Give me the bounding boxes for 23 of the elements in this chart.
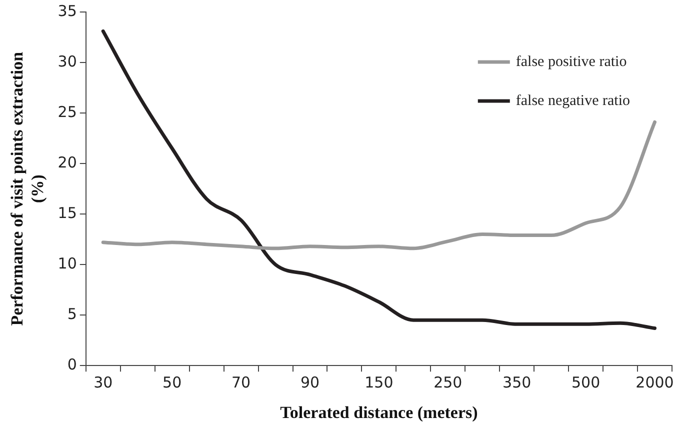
legend-label: false negative ratio	[516, 92, 630, 109]
y-tick-label: 0	[67, 355, 77, 374]
line-series	[101, 29, 657, 330]
x-tick-label: 50	[162, 373, 182, 392]
y-tick-label: 15	[58, 204, 77, 222]
x-tick-label: 250	[434, 373, 462, 392]
y-tick-label: 10	[58, 254, 77, 272]
y-tick-label: 35	[58, 2, 77, 20]
x-tick-label: 500	[571, 373, 600, 392]
x-tick-label: 70	[231, 373, 251, 392]
x-tick-label: 90	[300, 373, 320, 392]
x-tick-label: 2000	[636, 373, 674, 392]
x-tick-label: 30	[94, 373, 113, 392]
x-tick-label: 350	[502, 373, 532, 392]
y-tick-label: 5	[67, 304, 77, 323]
x-tick-label: 150	[364, 373, 394, 392]
y-tick-label: 20	[58, 153, 77, 172]
legend-label: false positive ratio	[516, 54, 627, 70]
y-tick-label: 25	[58, 102, 77, 121]
y-axis-title: Performance of visit points extraction (%)	[8, 51, 47, 326]
y-tick-label: 30	[58, 52, 77, 70]
line-series	[101, 120, 657, 250]
x-axis-title: Tolerated distance (meters)	[280, 403, 478, 422]
